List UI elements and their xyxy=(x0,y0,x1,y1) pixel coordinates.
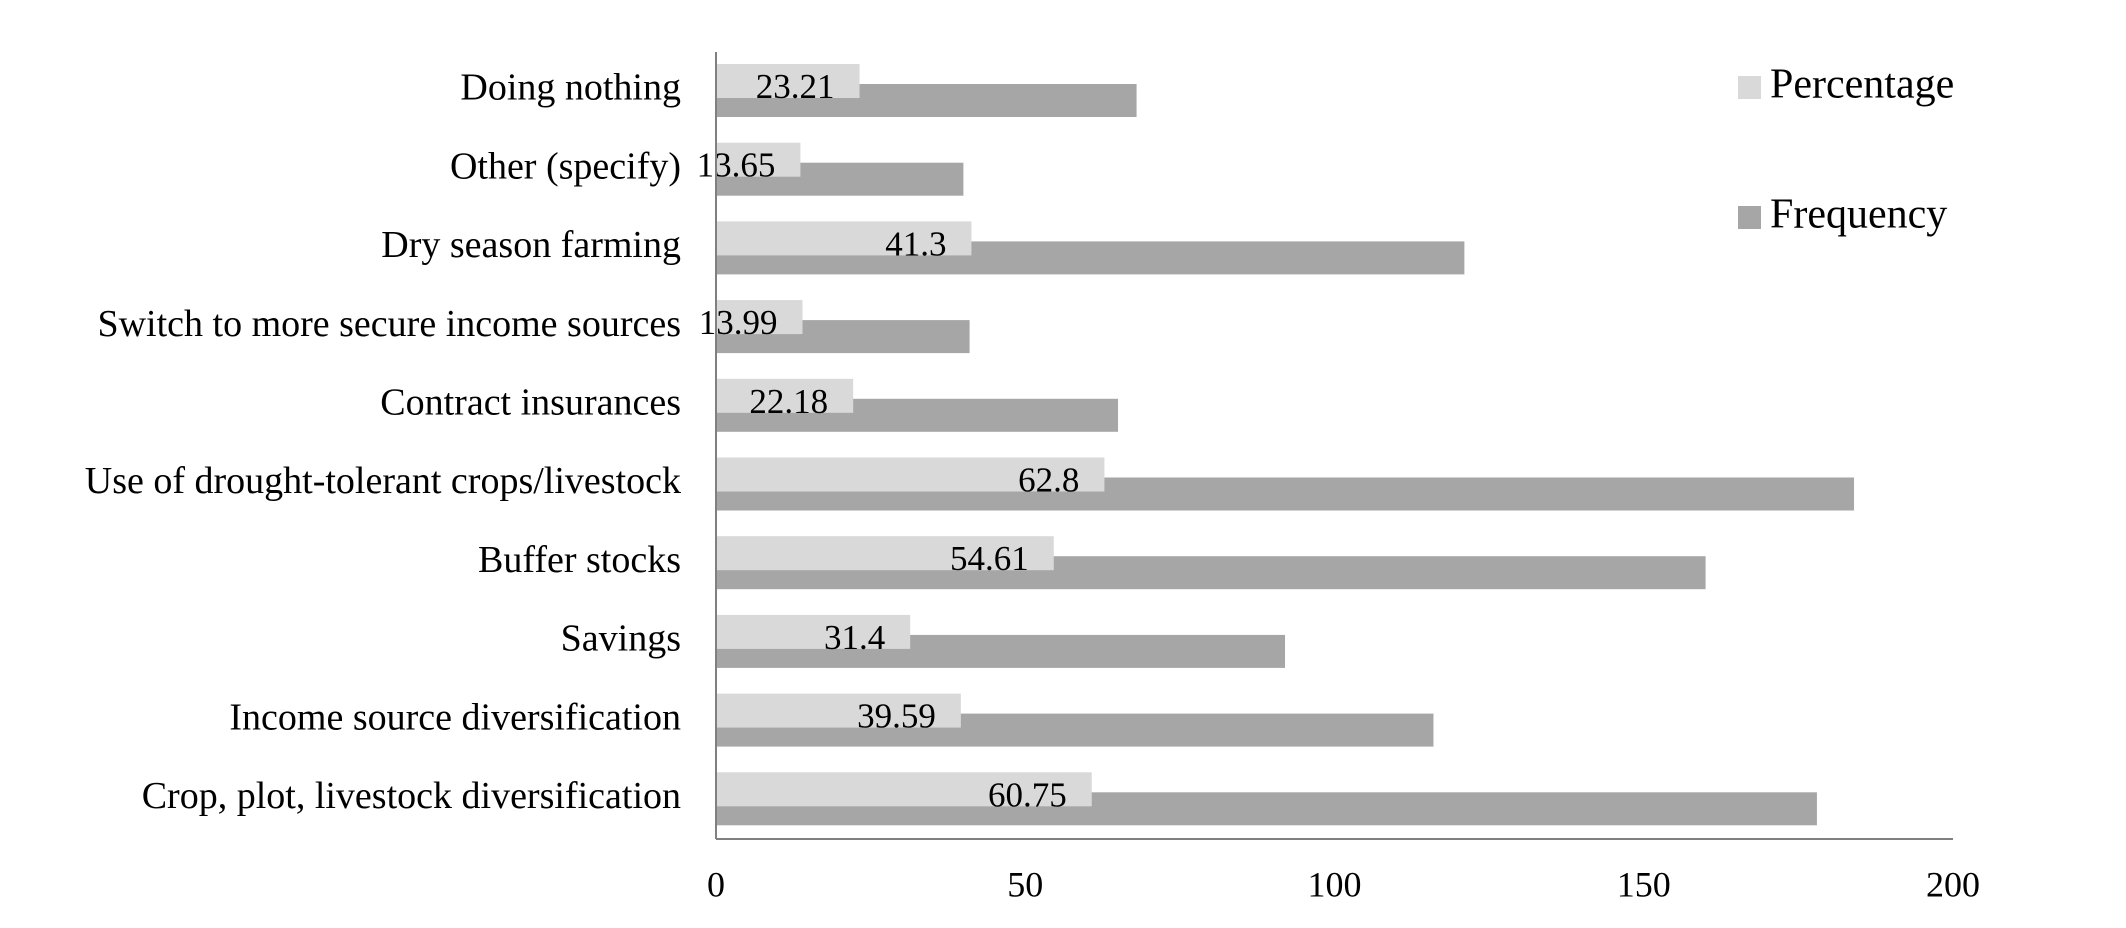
y-tick-label: Income source diversification xyxy=(229,696,681,738)
x-tick-label: 150 xyxy=(1617,864,1671,904)
data-label: 39.59 xyxy=(857,697,936,736)
y-tick-label: Other (specify) xyxy=(450,145,681,187)
data-label: 22.18 xyxy=(749,382,828,421)
bar xyxy=(716,64,860,98)
data-label: 41.3 xyxy=(885,224,946,263)
y-tick-label: Contract insurances xyxy=(380,382,681,424)
legend-swatch xyxy=(1738,206,1761,229)
bar xyxy=(716,457,1105,492)
bar xyxy=(716,378,854,413)
data-label: 54.61 xyxy=(950,539,1029,578)
data-label: 62.8 xyxy=(1018,461,1079,500)
data-label: 60.75 xyxy=(988,775,1067,814)
y-tick-label: Dry season farming xyxy=(381,224,681,266)
bar xyxy=(716,536,1054,571)
legend-label: Frequency xyxy=(1770,192,1947,238)
x-tick-label: 100 xyxy=(1308,864,1362,904)
y-tick-label: Savings xyxy=(561,618,681,660)
bar xyxy=(716,772,1092,807)
y-tick-label: Use of drought-tolerant crops/livestock xyxy=(85,460,681,502)
bar xyxy=(716,221,972,256)
legend-label: Percentage xyxy=(1770,62,1954,108)
y-tick-label: Buffer stocks xyxy=(478,539,681,581)
bar xyxy=(716,614,911,649)
data-label: 31.4 xyxy=(824,618,885,657)
y-tick-label: Doing nothing xyxy=(460,67,681,109)
x-tick-label: 200 xyxy=(1926,864,1980,904)
x-tick-label: 50 xyxy=(1007,864,1043,904)
bar xyxy=(716,142,801,177)
y-tick-label: Switch to more secure income sources xyxy=(97,303,681,345)
data-label: 13.99 xyxy=(699,303,778,342)
legend-swatch xyxy=(1738,76,1761,99)
y-tick-label: Crop, plot, livestock diversification xyxy=(142,775,681,817)
data-label: 13.65 xyxy=(697,146,776,185)
bar xyxy=(716,300,803,335)
data-label: 23.21 xyxy=(756,67,835,106)
x-tick-label: 0 xyxy=(707,864,725,904)
bar xyxy=(716,693,961,728)
